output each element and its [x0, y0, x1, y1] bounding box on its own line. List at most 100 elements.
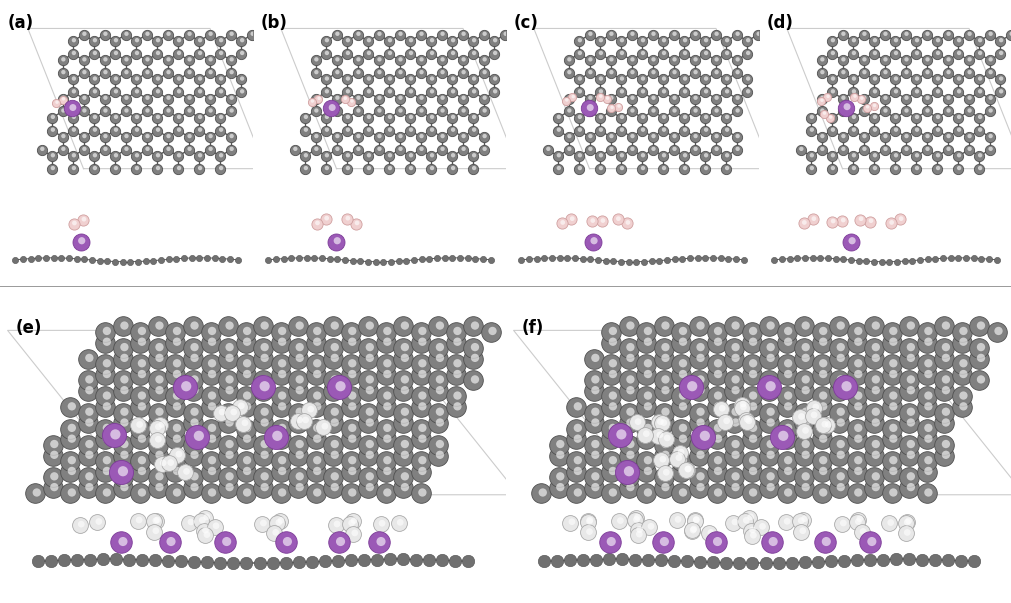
Point — [339, 164, 355, 174]
Point — [834, 107, 850, 116]
Point — [181, 68, 197, 78]
Point — [186, 407, 202, 417]
Point — [832, 353, 848, 362]
Point — [202, 488, 218, 498]
Point — [795, 426, 811, 436]
Point — [982, 131, 998, 141]
Point — [672, 327, 688, 336]
Point — [202, 327, 218, 336]
Point — [65, 75, 81, 84]
Point — [402, 74, 419, 83]
Point — [234, 87, 250, 97]
Point — [212, 86, 228, 96]
Point — [624, 68, 640, 77]
Point — [621, 466, 637, 476]
Point — [128, 125, 145, 135]
Point — [887, 36, 903, 45]
Point — [128, 113, 145, 122]
Point — [43, 113, 60, 122]
Point — [274, 488, 290, 497]
Point — [167, 467, 183, 476]
Point — [42, 556, 59, 566]
Point — [695, 432, 711, 441]
Point — [742, 512, 758, 522]
Point — [581, 29, 598, 39]
Point — [885, 391, 901, 400]
Point — [674, 488, 691, 497]
Point — [132, 370, 149, 380]
Point — [170, 87, 186, 97]
Point — [705, 558, 721, 567]
Point — [360, 451, 376, 461]
Point — [132, 327, 149, 336]
Point — [152, 321, 168, 330]
Point — [728, 55, 744, 65]
Point — [959, 30, 976, 39]
Point — [981, 68, 997, 78]
Point — [641, 522, 657, 532]
Point — [937, 353, 953, 362]
Point — [959, 145, 976, 154]
Point — [466, 321, 482, 330]
Point — [206, 253, 222, 263]
Point — [964, 253, 981, 263]
Point — [676, 150, 693, 160]
Point — [181, 132, 197, 142]
Point — [204, 466, 220, 476]
Point — [657, 450, 673, 459]
Point — [697, 253, 713, 263]
Point — [283, 253, 299, 263]
Point — [972, 321, 988, 330]
Point — [114, 408, 130, 417]
Point — [727, 385, 743, 395]
Point — [272, 456, 288, 466]
Point — [603, 29, 619, 39]
Point — [819, 92, 835, 101]
Point — [822, 557, 838, 566]
Point — [224, 408, 241, 418]
Point — [570, 75, 586, 84]
Point — [744, 488, 760, 497]
Point — [163, 537, 179, 546]
Point — [950, 125, 967, 134]
Point — [814, 488, 830, 497]
Point — [361, 36, 377, 45]
Point — [631, 525, 647, 534]
Point — [475, 145, 491, 154]
Point — [455, 106, 471, 115]
Point — [672, 488, 688, 498]
Point — [86, 164, 102, 174]
Point — [402, 150, 419, 160]
Point — [343, 402, 359, 412]
Point — [412, 488, 429, 498]
Point — [718, 164, 734, 174]
Point — [444, 164, 460, 174]
Point — [550, 483, 566, 493]
Point — [638, 488, 654, 498]
Point — [832, 407, 848, 417]
Point — [727, 418, 743, 428]
Text: (a): (a) — [8, 14, 33, 33]
Point — [902, 472, 918, 481]
Point — [898, 93, 914, 103]
Point — [585, 483, 602, 493]
Point — [80, 386, 96, 396]
Point — [686, 107, 703, 116]
Point — [760, 386, 776, 396]
Point — [290, 440, 306, 450]
Point — [898, 144, 914, 154]
Point — [971, 150, 987, 160]
Point — [432, 385, 448, 395]
Point — [887, 125, 903, 134]
Point — [866, 407, 883, 417]
Point — [675, 87, 692, 97]
Point — [325, 451, 341, 461]
Point — [675, 113, 692, 122]
Point — [624, 29, 640, 39]
Point — [814, 402, 830, 411]
Point — [81, 439, 97, 449]
Point — [908, 163, 924, 173]
Point — [396, 407, 412, 417]
Point — [639, 337, 655, 347]
Point — [91, 517, 107, 526]
